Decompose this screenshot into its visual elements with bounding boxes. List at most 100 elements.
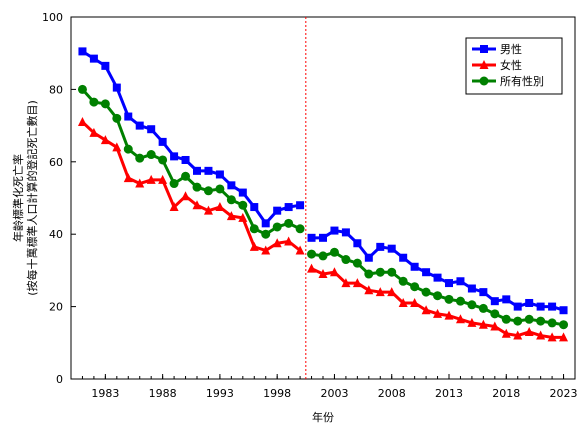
data-point [284,218,294,228]
data-point [525,298,534,307]
data-point [433,291,443,301]
data-point [536,302,545,311]
data-point [398,297,408,307]
x-axis: 1983 1988 1993 1998 2003 2008 2013 2018 2023 [81,374,578,400]
data-point [319,233,327,242]
x-tick-label: 1998 [263,387,291,400]
data-point [295,245,305,255]
data-point [330,226,339,235]
data-point [410,282,420,292]
x-tick-label: 2003 [320,387,348,400]
data-point [456,277,465,286]
data-point [181,171,191,181]
data-point [169,179,179,189]
data-point [226,211,236,221]
data-point [375,287,385,297]
y-tick-label: 0 [56,373,63,386]
data-point [318,251,328,261]
y-axis-title-line1: 年齡標準化死亡率 [11,154,25,242]
data-point [135,153,145,163]
data-point [147,125,156,134]
series-triangle [77,116,569,342]
data-point [192,182,202,192]
data-point [490,321,500,331]
data-point [478,303,488,313]
data-point [261,219,270,228]
data-point [478,319,488,329]
data-point [112,113,122,123]
data-point [215,170,224,179]
data-point [193,166,201,175]
y-tick-label: 100 [42,11,63,24]
data-point [467,317,477,327]
data-point [158,137,167,146]
data-point [490,309,500,319]
data-point [490,297,499,306]
data-point [204,166,213,175]
data-point [100,135,110,145]
data-point [536,330,546,340]
x-tick-label: 2023 [550,387,578,400]
data-point [158,174,168,184]
data-point [398,276,408,286]
data-point [524,326,534,336]
x-tick-label: 1988 [149,387,177,400]
data-point [89,54,98,63]
data-point [547,318,557,328]
data-point [501,314,511,324]
x-tick-label: 2018 [492,387,520,400]
data-point [272,222,282,232]
data-point [467,284,476,293]
data-point [513,316,523,326]
data-point [410,297,420,307]
data-point [307,233,316,242]
data-point [433,308,443,318]
data-point [559,320,569,330]
data-point [318,269,328,279]
data-point [238,188,247,197]
data-point [559,332,569,342]
data-point [203,205,213,215]
legend-swatch-marker [479,76,489,86]
data-point [203,186,213,196]
data-point [444,294,454,304]
data-point [341,255,351,265]
series-circle [77,84,569,330]
x-tick-label: 2013 [435,387,463,400]
data-point [422,268,431,277]
data-point [89,97,99,107]
data-point [536,316,546,326]
data-point [77,84,87,94]
data-point [123,144,133,154]
data-point [295,224,305,234]
series-square [78,47,568,315]
data-point [296,201,305,210]
data-point [353,239,362,248]
data-point [341,278,351,288]
data-point [284,236,294,246]
data-point [112,83,121,92]
data-point [329,247,339,257]
legend-swatch-marker [480,45,488,53]
data-point [124,112,133,121]
data-point [112,142,122,152]
data-point [146,174,156,184]
legend-swatch-marker [479,60,489,69]
data-point [272,238,282,248]
data-point [273,206,282,215]
y-tick-label: 20 [49,301,63,314]
data-point [524,314,534,324]
x-tick-label: 2008 [378,387,406,400]
y-axis-title: 年齡標準化死亡率 (按每十萬標準人口計算的登記死亡數目) [11,100,39,296]
data-point [215,202,225,212]
data-point [101,61,110,70]
data-point [410,262,419,271]
data-point [467,300,477,310]
data-point [455,296,465,306]
data-point [78,47,87,56]
data-point [364,253,373,262]
series-layer [77,47,569,342]
data-point [261,229,271,239]
data-point [445,279,453,288]
y-tick-label: 40 [49,228,63,241]
